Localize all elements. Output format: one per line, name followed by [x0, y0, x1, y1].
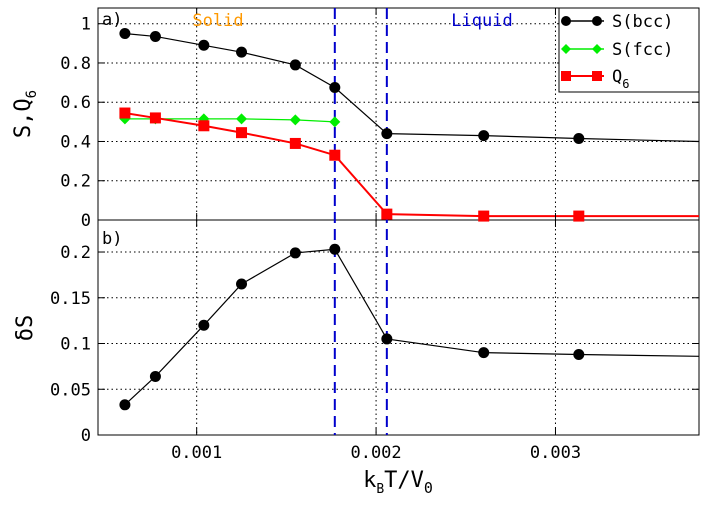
series-line-s-bcc [124, 32, 700, 143]
data-point-s-bcc [149, 30, 161, 42]
series-line-q [124, 112, 699, 218]
legend-box [558, 7, 700, 93]
data-point-q [289, 137, 301, 149]
data-point-s [119, 399, 131, 411]
data-point-s [329, 243, 341, 255]
x-tick-label: 0.001 [171, 443, 222, 463]
data-point-s-bcc [198, 39, 210, 51]
data-point-q [329, 149, 341, 161]
data-point-q [149, 112, 161, 124]
y-tick-label: 0.05 [50, 380, 91, 400]
panel-b-ylabel: δS [13, 315, 38, 342]
data-point-s [149, 370, 161, 382]
data-point-s-bcc [289, 59, 301, 71]
x-tick-label: 0.003 [530, 443, 581, 463]
data-point-q [119, 107, 131, 119]
legend-marker-bcc-left [561, 16, 571, 26]
data-point-s [573, 348, 585, 360]
x-tick-label: 0.002 [350, 443, 401, 463]
data-point-q [236, 127, 248, 139]
tick-layer: 0.001 0.002 0.003 0 0.2 0.4 0.6 0.8 1 0 0.05 0.1 0.1… [50, 8, 699, 463]
data-point-s-bcc [119, 28, 131, 40]
transition-lines [333, 8, 388, 435]
data-point-q [478, 210, 490, 222]
legend-marker-bcc-right [592, 16, 602, 26]
panel-a-ylabel: S,Q6 [11, 90, 40, 138]
data-point-s-bcc [478, 130, 490, 142]
y-tick-label: 0.2 [60, 243, 91, 263]
data-point-q [573, 210, 585, 222]
y-tick-label: 0.15 [50, 289, 91, 309]
y-tick-label: 0.6 [60, 93, 91, 113]
y-tick-label: 0.1 [60, 335, 91, 355]
series-line-s [124, 248, 700, 406]
data-point-q [198, 120, 210, 132]
series-layer [119, 28, 700, 411]
data-point-s [478, 347, 490, 359]
panel-a-label: a) [102, 10, 122, 30]
data-point-s-bcc [236, 46, 248, 58]
data-point-s-bcc [573, 133, 585, 145]
panel-b-label: b) [102, 229, 122, 249]
y-tick-label: 0 [81, 211, 91, 231]
liquid-region-label: Liquid [451, 11, 512, 31]
y-tick-label: 0 [81, 426, 91, 446]
x-axis-label: kBT/V0 [363, 468, 433, 497]
legend-marker-q6-left [561, 71, 571, 81]
data-point-s [289, 247, 301, 259]
legend-label-fcc: S(fcc) [612, 40, 673, 60]
legend-marker-fcc-right [592, 44, 602, 54]
data-point-s [381, 333, 393, 345]
legend: S(bcc) S(fcc) Q6 [558, 7, 700, 93]
y-tick-label: 0.8 [60, 54, 91, 74]
legend-label-bcc: S(bcc) [612, 12, 673, 32]
data-point-s-bcc [329, 82, 341, 93]
y-tick-label: 1 [81, 15, 91, 35]
data-point-s-bcc [381, 128, 393, 140]
y-tick-label: 0.2 [60, 172, 91, 192]
data-point-s [236, 278, 248, 290]
legend-marker-fcc-left [561, 44, 571, 54]
solid-region-label: Solid [192, 11, 243, 31]
panel-b-frame [97, 219, 700, 436]
data-point-s [198, 319, 210, 331]
data-point-s-fcc [329, 116, 341, 128]
data-point-s-fcc [236, 113, 248, 125]
y-tick-label: 0.4 [60, 132, 91, 152]
data-point-s-fcc [289, 114, 301, 126]
legend-marker-q6-right [592, 71, 602, 81]
data-point-q [381, 208, 393, 220]
legend-label-q6: Q6 [612, 67, 629, 91]
